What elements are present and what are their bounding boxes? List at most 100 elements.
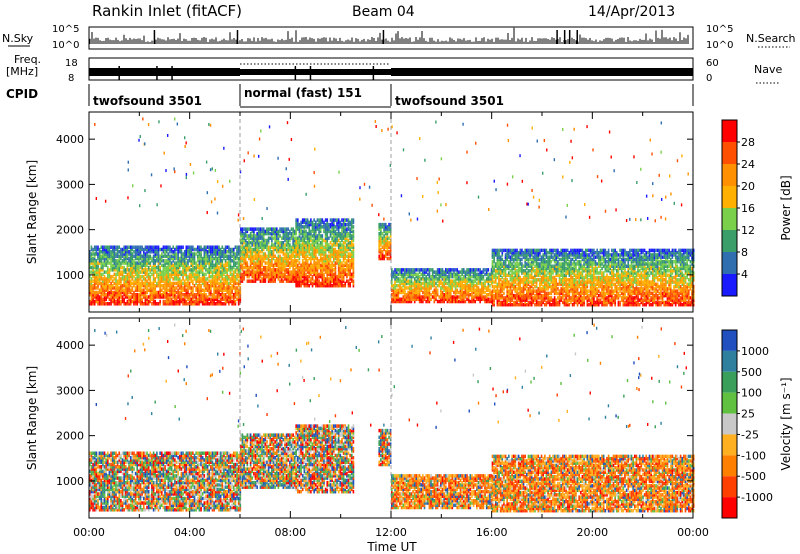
range-gate-cell	[443, 292, 445, 297]
range-gate-cell	[253, 268, 255, 272]
range-gate-cell	[386, 252, 389, 256]
range-gate-cell	[498, 284, 500, 289]
range-gate-cell	[229, 268, 232, 272]
range-gate-cell	[118, 299, 121, 304]
range-gate-cell	[506, 282, 508, 287]
range-gate-cell	[503, 284, 505, 289]
range-gate-cell	[133, 259, 135, 263]
range-gate-cell	[221, 295, 224, 299]
range-gate-cell	[290, 274, 293, 279]
range-gate-cell	[124, 247, 127, 252]
range-gate-cell	[211, 247, 214, 252]
range-gate-cell	[349, 236, 351, 240]
range-gate-cell	[271, 234, 273, 238]
range-gate-cell	[240, 252, 242, 256]
range-gate-cell	[279, 254, 281, 259]
range-gate-cell	[234, 281, 237, 286]
range-gate-cell	[90, 286, 93, 290]
range-gate-cell	[491, 262, 494, 266]
range-gate-cell	[149, 295, 152, 299]
range-gate-cell	[169, 299, 171, 304]
range-gate-cell	[494, 293, 497, 298]
range-gate-cell	[474, 299, 477, 304]
range-gate-cell	[118, 259, 121, 263]
range-gate-cell	[146, 261, 148, 265]
range-gate-cell	[431, 283, 434, 288]
range-gate-cell	[182, 281, 184, 286]
range-gate-cell	[164, 292, 166, 297]
range-gate-cell	[160, 263, 163, 268]
range-gate-cell	[380, 256, 382, 261]
range-gate-cell	[193, 277, 196, 281]
range-gate-cell	[467, 274, 470, 279]
range-gate-cell	[256, 263, 258, 268]
range-gate-cell	[271, 256, 273, 261]
range-gate-cell	[435, 295, 437, 299]
range-gate-cell	[244, 254, 247, 259]
range-gate-cell	[297, 283, 299, 288]
range-gate-cell	[226, 254, 229, 259]
range-gate-cell	[275, 234, 278, 238]
range-gate-cell	[237, 247, 240, 252]
range-gate-cell	[344, 250, 347, 254]
range-gate-cell	[318, 261, 320, 265]
range-gate-cell	[213, 270, 215, 274]
range-gate-cell	[289, 231, 291, 236]
range-gate-cell	[292, 270, 294, 274]
range-gate-cell	[275, 250, 278, 254]
range-gate-cell	[336, 240, 338, 245]
range-gate-cell	[503, 271, 505, 275]
range-gate-cell	[248, 274, 250, 279]
range-gate-cell	[223, 279, 225, 283]
range-gate-cell	[428, 283, 431, 288]
range-gate-cell	[92, 272, 94, 277]
range-gate-cell	[380, 229, 382, 234]
range-gate-cell	[435, 270, 437, 274]
range-gate-cell	[446, 292, 449, 297]
range-gate-cell	[316, 222, 319, 227]
range-gate-cell	[147, 256, 150, 261]
range-gate-cell	[190, 245, 193, 249]
range-gate-cell	[310, 247, 312, 252]
range-gate-cell	[391, 277, 393, 281]
range-gate-cell	[337, 279, 340, 283]
range-gate-cell	[352, 238, 355, 243]
range-gate-cell	[329, 254, 332, 259]
range-gate-cell	[332, 229, 335, 234]
range-gate-cell	[152, 245, 155, 249]
range-gate-cell	[332, 268, 335, 272]
range-gate-cell	[89, 256, 91, 261]
range-gate-cell	[451, 295, 454, 299]
range-gate-cell	[352, 229, 355, 234]
range-gate-cell	[279, 245, 281, 249]
range-gate-cell	[293, 243, 296, 247]
range-gate-cell	[98, 270, 101, 274]
range-gate-cell	[323, 225, 325, 229]
range-gate-cell	[329, 225, 332, 229]
range-gate-cell	[211, 279, 214, 283]
range-gate-cell	[139, 297, 142, 302]
range-gate-cell	[324, 240, 327, 245]
range-gate-cell	[496, 296, 499, 300]
range-gate-cell	[449, 292, 452, 297]
range-gate-cell	[298, 245, 301, 249]
range-gate-cell	[221, 297, 224, 302]
range-gate-cell	[164, 279, 166, 283]
range-gate-cell	[229, 261, 232, 265]
range-gate-cell	[285, 270, 288, 274]
range-gate-cell	[448, 283, 450, 288]
range-gate-cell	[198, 259, 201, 263]
range-gate-cell	[249, 272, 252, 277]
range-gate-cell	[323, 274, 325, 279]
range-gate-cell	[499, 282, 502, 287]
range-gate-cell	[259, 229, 262, 234]
range-gate-cell	[319, 234, 322, 238]
range-gate-cell	[123, 277, 125, 281]
range-gate-cell	[134, 270, 137, 274]
range-gate-cell	[496, 269, 499, 273]
range-gate-cell	[226, 299, 229, 304]
range-gate-cell	[216, 277, 219, 281]
range-gate-cell	[100, 261, 103, 265]
range-gate-cell	[462, 279, 465, 283]
range-gate-cell	[210, 245, 212, 249]
